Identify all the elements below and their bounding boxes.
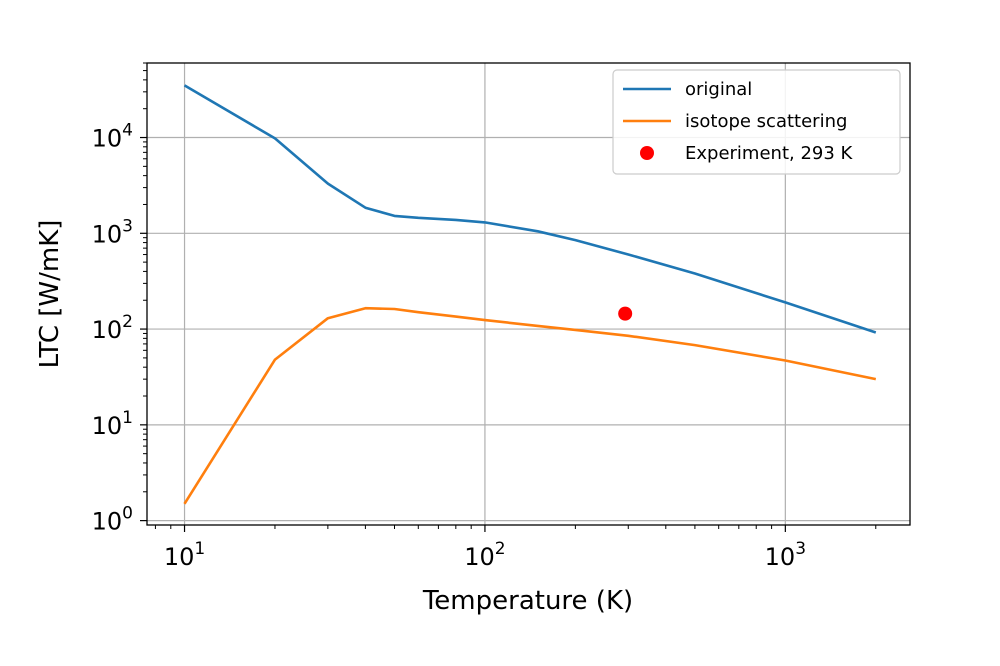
y-tick-label: 102 bbox=[92, 312, 133, 344]
series-line-1 bbox=[183, 306, 877, 505]
x-tick-label: 101 bbox=[164, 539, 205, 571]
y-tick-label: 100 bbox=[92, 504, 133, 536]
legend: original isotope scattering Experiment, 29… bbox=[612, 69, 901, 175]
y-axis-label: LTC [W/mK] bbox=[35, 220, 65, 369]
x-tick-label: 102 bbox=[464, 539, 505, 571]
legend-label-1: isotope scattering bbox=[685, 111, 847, 132]
y-tick-label: 101 bbox=[92, 408, 133, 440]
plot-frame bbox=[146, 62, 911, 526]
y-tick-label: 103 bbox=[92, 216, 133, 248]
x-tick-label: 103 bbox=[765, 539, 806, 571]
experiment-point bbox=[618, 306, 633, 321]
series-line-0 bbox=[183, 84, 877, 334]
y-tick-label: 104 bbox=[92, 121, 133, 153]
legend-swatch-2 bbox=[640, 146, 654, 160]
x-axis-label: Temperature (K) bbox=[422, 586, 633, 616]
legend-label-0: original bbox=[685, 79, 752, 100]
x-axis-ticks: 101 102 103 bbox=[154, 525, 877, 571]
series-layer bbox=[183, 84, 877, 505]
legend-label-2: Experiment, 293 K bbox=[685, 143, 854, 164]
y-axis-ticks: 100 101 102 103 104 bbox=[92, 62, 147, 536]
legend-box bbox=[612, 69, 901, 175]
